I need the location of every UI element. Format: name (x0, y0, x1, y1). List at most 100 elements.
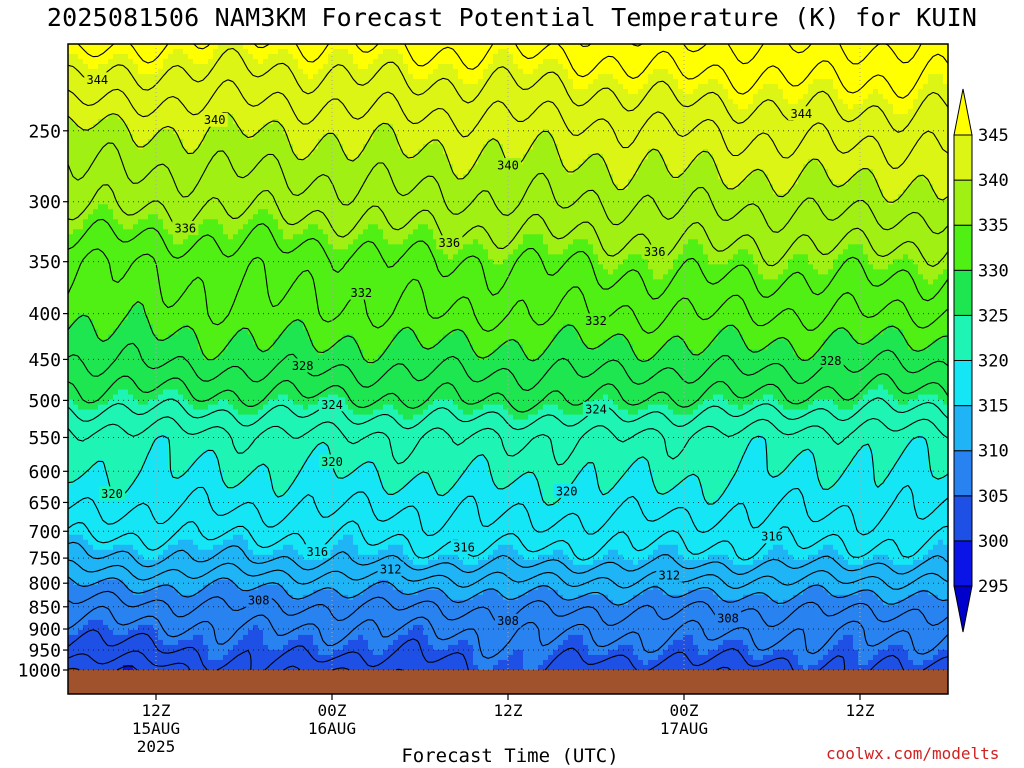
field-cell (558, 119, 564, 125)
field-cell (178, 174, 184, 180)
field-cell (768, 174, 774, 180)
field-cell (158, 44, 164, 50)
field-cell (913, 139, 919, 145)
field-cell (293, 124, 299, 130)
field-cell (353, 159, 359, 165)
field-cell (708, 84, 714, 90)
field-cell (578, 179, 584, 185)
field-cell (863, 154, 869, 160)
field-cell (253, 94, 259, 100)
field-cell (338, 109, 344, 115)
field-cell (778, 174, 784, 180)
field-cell (353, 139, 359, 145)
field-cell (498, 154, 504, 160)
field-cell (653, 79, 659, 85)
field-cell (753, 169, 759, 175)
field-cell (843, 164, 849, 170)
field-cell (753, 139, 759, 145)
field-cell (403, 104, 409, 110)
field-cell (308, 139, 314, 145)
field-cell (868, 154, 874, 160)
field-cell (298, 139, 304, 145)
field-cell (938, 49, 944, 55)
field-cell (328, 154, 334, 160)
field-cell (563, 84, 569, 90)
field-cell (683, 104, 689, 110)
field-cell (333, 104, 339, 110)
field-cell (448, 89, 454, 95)
field-cell (653, 119, 659, 125)
field-cell (773, 104, 779, 110)
field-cell (848, 84, 854, 90)
field-cell (243, 149, 249, 155)
field-cell (353, 104, 359, 110)
field-cell (748, 109, 754, 115)
field-cell (358, 184, 364, 190)
field-cell (218, 164, 224, 170)
field-cell (558, 74, 564, 80)
field-cell (158, 114, 164, 120)
field-cell (938, 44, 944, 50)
field-cell (158, 109, 164, 115)
field-cell (628, 49, 634, 55)
field-cell (198, 159, 204, 165)
field-cell (578, 154, 584, 160)
field-cell (393, 79, 399, 85)
field-cell (448, 149, 454, 155)
field-cell (288, 69, 294, 75)
field-cell (568, 164, 574, 170)
field-cell (528, 44, 534, 50)
field-cell (663, 129, 669, 135)
field-cell (908, 94, 914, 100)
field-cell (438, 69, 444, 75)
field-cell (273, 159, 279, 165)
field-cell (898, 59, 904, 65)
field-cell (473, 149, 479, 155)
field-cell (608, 144, 614, 150)
field-cell (833, 159, 839, 165)
field-cell (98, 104, 104, 110)
field-cell (788, 169, 794, 175)
field-cell (598, 119, 604, 125)
field-cell (803, 49, 809, 55)
field-cell (613, 174, 619, 180)
field-cell (578, 134, 584, 140)
field-cell (348, 64, 354, 70)
field-cell (523, 134, 529, 140)
field-cell (118, 159, 124, 165)
field-cell (803, 174, 809, 180)
field-cell (133, 129, 139, 135)
field-cell (548, 144, 554, 150)
field-cell (838, 174, 844, 180)
field-cell (718, 114, 724, 120)
field-cell (183, 174, 189, 180)
field-cell (423, 139, 429, 145)
field-cell (413, 129, 419, 135)
field-cell (478, 94, 484, 100)
field-cell (398, 84, 404, 90)
field-cell (543, 74, 549, 80)
field-cell (108, 64, 114, 70)
field-cell (588, 139, 594, 145)
field-cell (488, 69, 494, 75)
field-cell (783, 124, 789, 130)
field-cell (838, 64, 844, 70)
field-cell (548, 89, 554, 95)
field-cell (598, 79, 604, 85)
field-cell (928, 79, 934, 85)
field-cell (268, 184, 274, 190)
field-cell (873, 89, 879, 95)
field-cell (83, 139, 89, 145)
field-cell (733, 79, 739, 85)
field-cell (383, 84, 389, 90)
field-cell (93, 119, 99, 125)
field-cell (628, 164, 634, 170)
field-cell (853, 84, 859, 90)
field-cell (708, 89, 714, 95)
field-cell (738, 69, 744, 75)
field-cell (883, 154, 889, 160)
field-cell (353, 69, 359, 75)
field-cell (698, 179, 704, 185)
field-cell (533, 84, 539, 90)
field-cell (423, 119, 429, 125)
